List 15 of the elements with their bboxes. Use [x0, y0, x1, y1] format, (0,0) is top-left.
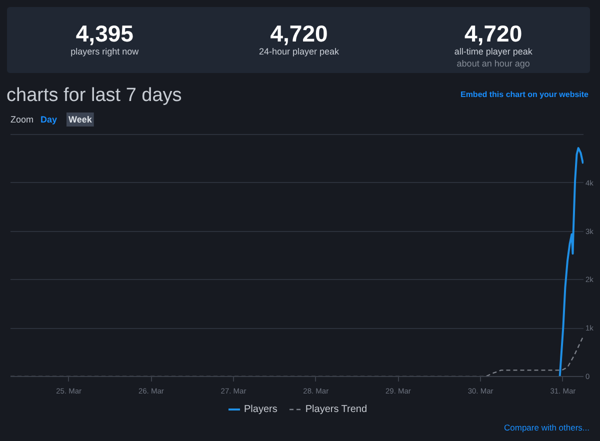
text: Week — [68, 114, 93, 124]
text: Day — [40, 114, 58, 124]
category-label: players right now — [70, 46, 140, 56]
text: 4,720 — [464, 20, 522, 46]
text: Compare with others... — [504, 422, 590, 432]
legend-label: Players — [244, 404, 278, 414]
text: 4,720 — [270, 20, 328, 46]
legend-label: Players Trend — [305, 404, 368, 414]
chart-title: charts for last 7 days — [6, 85, 182, 106]
category-label: 24-hour player peak — [258, 46, 340, 56]
text: about an hour ago — [456, 58, 530, 68]
text: 4,395 — [76, 20, 134, 46]
text: Embed this chart on your website — [460, 90, 590, 99]
text: Zoom — [10, 114, 34, 124]
category-label: all-time player peak — [454, 46, 533, 56]
